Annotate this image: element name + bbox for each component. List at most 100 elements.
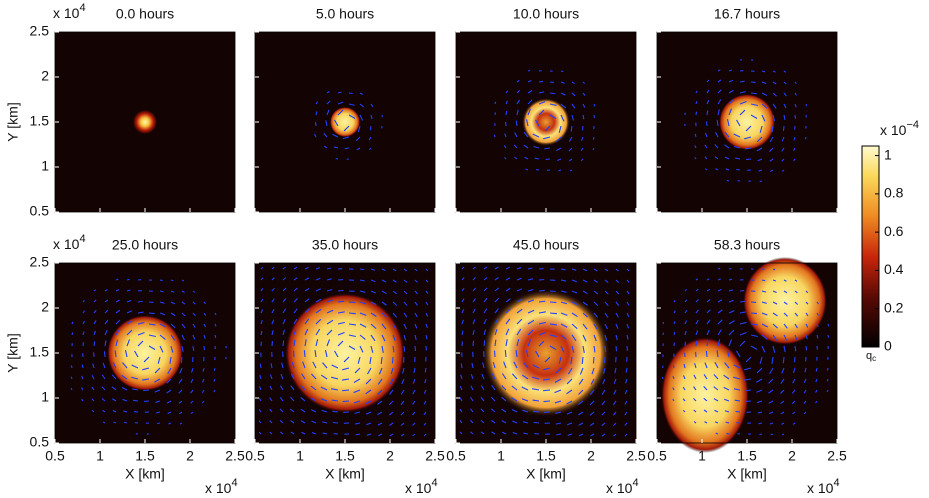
wind-vector xyxy=(762,280,765,281)
wind-vector xyxy=(342,390,349,391)
wind-vector xyxy=(349,313,356,314)
x-tick-label: 1.5 xyxy=(135,448,155,464)
wind-vector xyxy=(505,350,506,357)
wind-vector xyxy=(663,333,664,335)
y-tick-label: 1.5 xyxy=(30,113,50,129)
wind-vector xyxy=(662,377,663,379)
wind-vector xyxy=(740,81,745,82)
wind-vector xyxy=(415,346,416,351)
wind-vector xyxy=(72,332,73,335)
axis-scale: x 104 xyxy=(205,477,238,493)
field xyxy=(719,94,775,150)
wind-vector xyxy=(561,71,563,72)
y-tick-label: 0.5 xyxy=(30,434,50,450)
wind-vector xyxy=(392,357,393,363)
axis-scale-base: x 10 xyxy=(405,480,432,493)
wind-vector xyxy=(71,365,72,368)
wind-vector xyxy=(345,148,349,149)
axis-scale: x 104 xyxy=(53,2,86,21)
wind-vector xyxy=(727,180,729,181)
wind-vector xyxy=(332,411,338,412)
x-tick-label: 1 xyxy=(296,448,304,464)
axis-scale: x 104 xyxy=(53,233,86,252)
axis-scale-exp: 4 xyxy=(231,477,237,489)
x-tick-label: 1.5 xyxy=(737,448,757,464)
x-axis-label: X [km] xyxy=(325,466,365,482)
wind-vector xyxy=(543,390,550,391)
panel-title: 10.0 hours xyxy=(513,6,579,22)
y-tick-label: 2.5 xyxy=(30,254,50,270)
wind-vector xyxy=(333,422,338,423)
wind-vector xyxy=(160,280,163,281)
wind-vector xyxy=(759,423,762,424)
wind-vector xyxy=(707,110,708,115)
y-tick-label: 0.5 xyxy=(30,203,50,219)
wind-vector xyxy=(494,135,495,137)
wind-vector xyxy=(338,290,344,291)
x-tick-label: 2.5 xyxy=(425,448,445,464)
x-tick-label: 2 xyxy=(788,448,796,464)
x-tick-label: 2.5 xyxy=(626,448,646,464)
y-tick-label: 1 xyxy=(41,389,49,405)
colorbar-scale: x 10−4 xyxy=(880,119,919,138)
wind-vector xyxy=(484,340,485,346)
axis-scale-base: x 10 xyxy=(205,480,232,493)
field xyxy=(133,110,157,134)
wind-vector xyxy=(283,340,284,346)
wind-vector xyxy=(746,159,751,160)
wind-vector xyxy=(343,401,349,402)
wind-vector xyxy=(696,341,697,346)
wind-vector xyxy=(124,422,127,423)
colorbar xyxy=(862,146,879,347)
wind-vector xyxy=(370,126,371,130)
field xyxy=(482,289,610,417)
axis-scale-exp: 4 xyxy=(79,233,85,245)
panel-title: 0.0 hours xyxy=(116,6,174,22)
wind-vector xyxy=(193,346,194,351)
wind-vector xyxy=(149,313,155,314)
wind-vector xyxy=(214,368,215,371)
wind-vector xyxy=(783,126,784,131)
wind-vector xyxy=(828,324,829,326)
x-tick-label: 0.5 xyxy=(647,448,667,464)
x-tick-label: 0.5 xyxy=(45,448,65,464)
wind-vector xyxy=(827,379,828,381)
wind-vector xyxy=(94,341,95,346)
x-tick-label: 2 xyxy=(386,448,394,464)
panel-title: 16.7 hours xyxy=(714,6,780,22)
wind-vector xyxy=(528,70,530,71)
wind-vector xyxy=(133,400,138,401)
wind-vector xyxy=(215,335,216,338)
x-tick-label: 2 xyxy=(186,448,194,464)
wind-vector xyxy=(550,93,555,94)
wind-vector xyxy=(673,365,674,368)
wind-vector xyxy=(404,346,405,352)
y-tick-label: 1 xyxy=(41,158,49,174)
wind-vector xyxy=(805,137,806,139)
wind-vector xyxy=(729,279,732,280)
wind-vector xyxy=(751,313,757,314)
y-axis-label: Y [km] xyxy=(5,102,21,141)
x-axis-label: X [km] xyxy=(125,466,165,482)
axis-scale-exp: 4 xyxy=(833,477,839,489)
y-tick-label: 2 xyxy=(41,299,49,315)
wind-vector xyxy=(516,121,517,126)
wind-vector xyxy=(795,346,796,351)
panel-title: 5.0 hours xyxy=(316,6,374,22)
wind-vector xyxy=(783,357,784,363)
wind-vector xyxy=(806,346,807,350)
wind-vector xyxy=(543,401,550,402)
wind-vector xyxy=(138,301,143,302)
colorbar-tick-label: 0.4 xyxy=(884,261,904,277)
wind-vector xyxy=(181,357,182,363)
wind-vector xyxy=(828,335,829,338)
axis-scale-exp: 4 xyxy=(431,477,437,489)
wind-vector xyxy=(735,400,740,401)
panel-title: 58.3 hours xyxy=(714,237,780,253)
x-tick-label: 2.5 xyxy=(827,448,847,464)
axis-scale: x 104 xyxy=(807,477,840,493)
panel-title: 45.0 hours xyxy=(513,237,579,253)
wind-vector xyxy=(539,81,543,82)
wind-vector xyxy=(760,181,762,182)
